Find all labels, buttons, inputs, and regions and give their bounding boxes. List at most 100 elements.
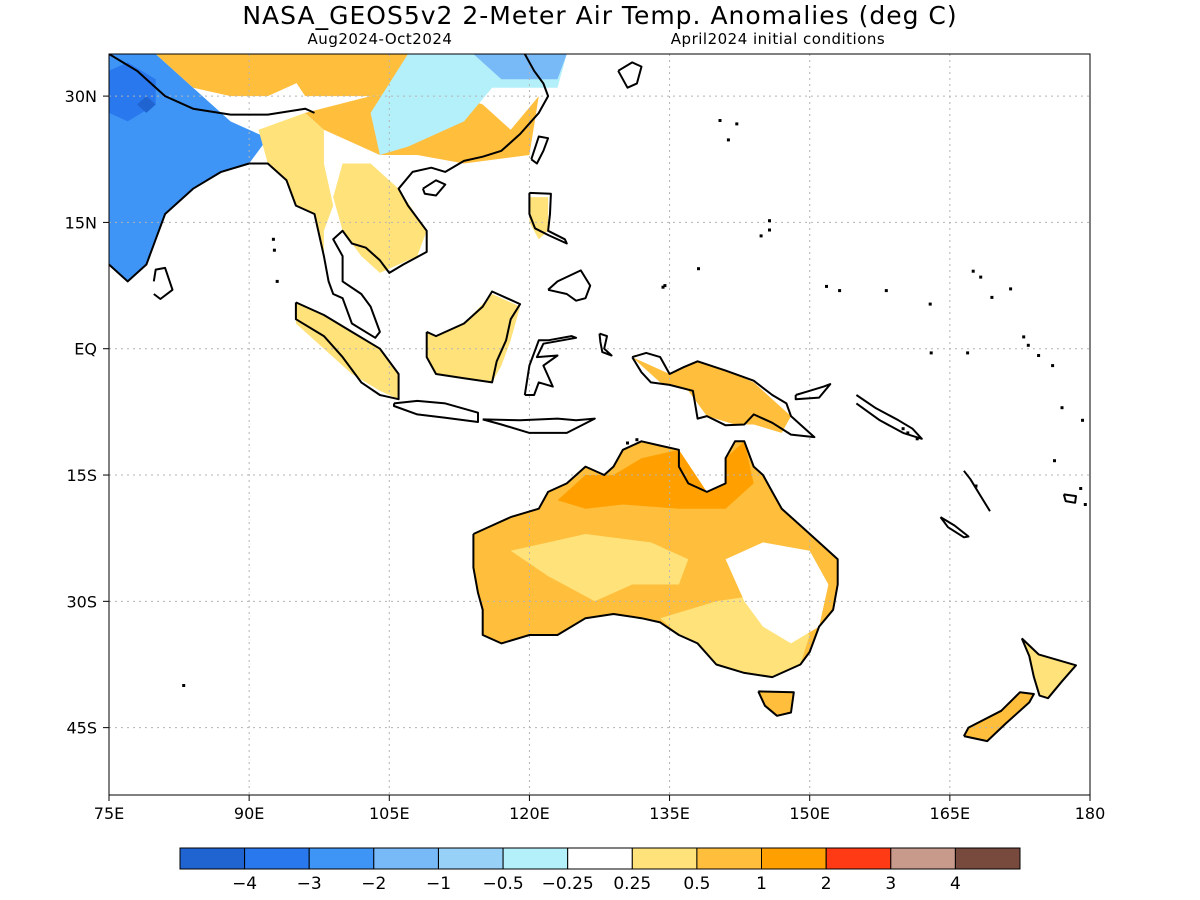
small-island — [1051, 364, 1055, 368]
colorbar-swatch — [179, 847, 246, 870]
small-island — [1037, 354, 1041, 357]
small-island — [635, 438, 639, 442]
anomaly-region-india — [109, 54, 268, 282]
anomaly-region-china-colder — [473, 54, 567, 80]
coastline-solomons — [855, 394, 923, 440]
x-tick-label: 165E — [930, 804, 971, 823]
anomaly-region-philippines — [529, 197, 549, 240]
colorbar-label: −4 — [232, 874, 257, 894]
colorbar-label: −1 — [426, 874, 451, 894]
small-island — [884, 289, 888, 293]
latitude-axis: 30N 15N EQ 15S 30S 45S — [65, 87, 109, 738]
y-tick-label: 30S — [66, 592, 97, 611]
coastline-new-zealand-south — [963, 691, 1035, 743]
colorbar-label: 0.5 — [683, 874, 710, 894]
coastline-fiji — [1062, 493, 1077, 504]
small-island — [768, 219, 771, 223]
longitude-axis: 75E 90E 105E 120E 135E 150E 165E 180 — [94, 795, 1106, 823]
anomaly-fill-layer — [109, 54, 1076, 742]
coastline-new-caledonia — [939, 516, 970, 539]
coastline-sri-lanka — [152, 266, 174, 300]
small-island — [718, 119, 722, 122]
anomaly-region-himalaya-band — [155, 54, 306, 97]
colorbar-label: 3 — [885, 874, 896, 894]
y-tick-label: 45S — [66, 719, 97, 738]
colorbar-label: −0.25 — [542, 874, 594, 894]
small-island — [697, 267, 700, 271]
x-tick-label: 120E — [509, 804, 550, 823]
small-island — [84, 409, 87, 412]
small-island — [974, 484, 978, 488]
coastline-java — [393, 399, 479, 423]
coastline-vanuatu — [963, 470, 991, 512]
coastline-india-coast — [109, 162, 250, 283]
coastline-new-zealand-north — [1020, 637, 1077, 700]
colorbar-label: −3 — [297, 874, 322, 894]
coastline-lesser-sunda — [482, 417, 596, 434]
colorbar-label: −0.5 — [482, 874, 523, 894]
small-island — [275, 279, 279, 283]
initial-conditions: April2024 initial conditions — [671, 30, 885, 48]
small-island — [661, 285, 665, 289]
coastline-sumatra — [294, 301, 400, 401]
colorbar-swatch — [308, 847, 375, 870]
anomaly-region-new-zealand-south — [963, 692, 1034, 742]
x-tick-label: 75E — [94, 804, 124, 823]
small-island — [915, 437, 919, 441]
coastline-borneo — [425, 290, 522, 384]
coastline-luzon — [528, 191, 568, 245]
colorbar-label: 2 — [821, 874, 832, 894]
coastline-hainan — [421, 179, 447, 197]
anomaly-region-new-zealand-north — [1021, 638, 1076, 699]
small-island — [1022, 335, 1026, 339]
coastline-taiwan — [530, 135, 550, 165]
x-tick-label: 105E — [369, 804, 410, 823]
lat-lon-grid — [109, 54, 1090, 795]
coastline-myanmar-coast — [249, 54, 550, 339]
x-tick-label: 90E — [234, 804, 264, 823]
x-tick-label: 135E — [649, 804, 690, 823]
x-tick-label: 150E — [789, 804, 830, 823]
small-island — [1009, 287, 1013, 291]
small-island — [901, 427, 905, 431]
small-island — [928, 302, 932, 306]
colorbar-swatch — [825, 847, 892, 870]
coastline-halmahera — [598, 332, 613, 357]
colorbar-label: 0.25 — [613, 874, 651, 894]
small-island — [929, 351, 933, 355]
anomaly-region-india-core-peak — [137, 96, 156, 113]
colorbar-swatch — [502, 847, 569, 870]
y-tick-label: 15S — [66, 466, 97, 485]
y-tick-label: 30N — [65, 87, 97, 106]
small-island — [735, 122, 739, 126]
small-island — [1081, 418, 1084, 422]
colorbar-label: 1 — [756, 874, 767, 894]
small-island — [1026, 343, 1030, 347]
colorbar-swatch — [890, 847, 956, 870]
small-island — [1053, 459, 1056, 463]
small-island — [825, 284, 828, 288]
anomaly-region-australia-east — [725, 542, 829, 644]
small-island — [990, 295, 994, 299]
figure-title: NASA_GEOS5v2 2-Meter Air Temp. Anomalies… — [242, 1, 957, 30]
colorbar-swatch — [631, 847, 698, 870]
small-island — [966, 351, 970, 355]
anomaly-region-australia-interior — [510, 534, 689, 602]
plot-frame — [108, 53, 1091, 796]
small-island — [971, 269, 975, 273]
colorbar-label: −2 — [361, 874, 386, 894]
anomaly-region-new-guinea — [632, 357, 791, 433]
small-island — [271, 237, 275, 241]
coastline-australia — [472, 440, 839, 679]
anomaly-region-myanmar — [258, 112, 334, 257]
anomaly-region-indochina — [333, 163, 427, 273]
y-tick-label: EQ — [74, 340, 97, 359]
small-island — [1079, 487, 1083, 490]
anomaly-region-sumatra — [295, 302, 399, 400]
coastline-sulawesi — [523, 335, 578, 396]
colorbar-swatch — [373, 847, 439, 870]
colorbar-swatch — [244, 847, 310, 870]
colorbar-legend: −4 −3 −2 −1 −0.5 −0.25 0.25 0.5 1 2 3 4 — [179, 847, 1021, 894]
x-tick-label: 180 — [1075, 804, 1106, 823]
colorbar-swatch — [696, 847, 763, 870]
